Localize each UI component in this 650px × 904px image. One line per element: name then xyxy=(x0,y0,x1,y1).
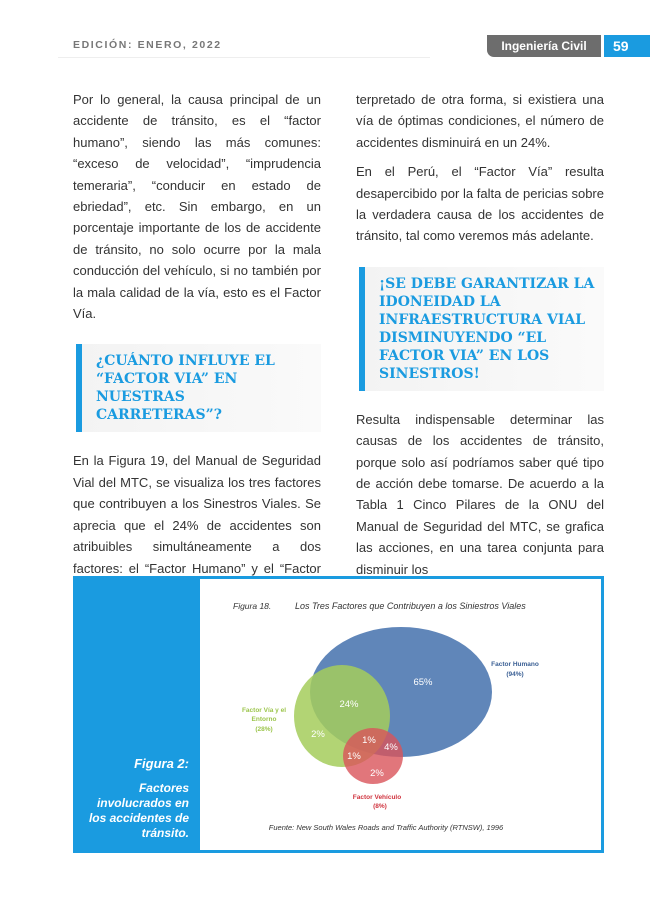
figure-title: Los Tres Factores que Contribuyen a los … xyxy=(295,601,526,611)
callout-left: ¿Cuánto influye el “Factor Via” en nuest… xyxy=(76,344,321,433)
figure-frame xyxy=(197,576,604,853)
left-column: Por lo general, la causa principal de un… xyxy=(73,89,321,608)
vehicle-label: Factor Vehículo xyxy=(353,794,401,801)
region-label: 1% xyxy=(362,735,376,746)
page-number: 59 xyxy=(604,35,650,57)
region-label: 24% xyxy=(339,699,359,710)
callout-right: ¡Se debe garantizar la idoneidad la infr… xyxy=(359,266,604,391)
paragraph: Por lo general, la causa principal de un… xyxy=(73,92,321,322)
section-tab: Ingeniería Civil xyxy=(487,35,601,57)
right-column: terpretado de otra forma, si existiera u… xyxy=(356,89,604,588)
paragraph: Resulta indispensable determinar las cau… xyxy=(356,411,604,577)
callout-heading: ¡Se debe garantizar la idoneidad la infr… xyxy=(379,275,595,382)
road-pct: (28%) xyxy=(255,726,272,733)
figure-number: Figura 18. xyxy=(233,601,271,611)
paragraph: En el Perú, el “Factor Vía” resulta desa… xyxy=(356,164,604,244)
region-label: 2% xyxy=(370,768,384,779)
road-label-2: Entorno xyxy=(252,716,277,723)
paragraph: terpretado de otra forma, si existiera u… xyxy=(356,92,604,150)
region-label: 2% xyxy=(311,729,325,740)
edition-label: EDICIÓN: ENERO, 2022 xyxy=(73,39,222,51)
figure-caption-title: Figura 2: xyxy=(134,756,189,771)
vehicle-pct: (8%) xyxy=(373,803,387,810)
figure-caption-panel: Figura 2: Factores involucrados en los a… xyxy=(73,576,199,853)
callout-heading: ¿Cuánto influye el “Factor Via” en nuest… xyxy=(96,353,275,424)
road-label: Factor Vía y el xyxy=(242,707,286,714)
human-label: Factor Humano xyxy=(491,661,539,668)
header-divider xyxy=(58,57,430,58)
human-pct: (94%) xyxy=(506,671,523,678)
figure-source: Fuente: New South Wales Roads and Traffi… xyxy=(269,823,504,832)
region-label: 4% xyxy=(384,742,398,753)
region-label: 1% xyxy=(347,751,361,762)
paragraph: En la Figura 19, del Manual de Seguridad… xyxy=(73,453,321,596)
vehicle-circle xyxy=(343,728,403,784)
figure-caption-text: Factores involucrados en los accidentes … xyxy=(88,781,189,840)
region-label: 65% xyxy=(413,677,433,688)
